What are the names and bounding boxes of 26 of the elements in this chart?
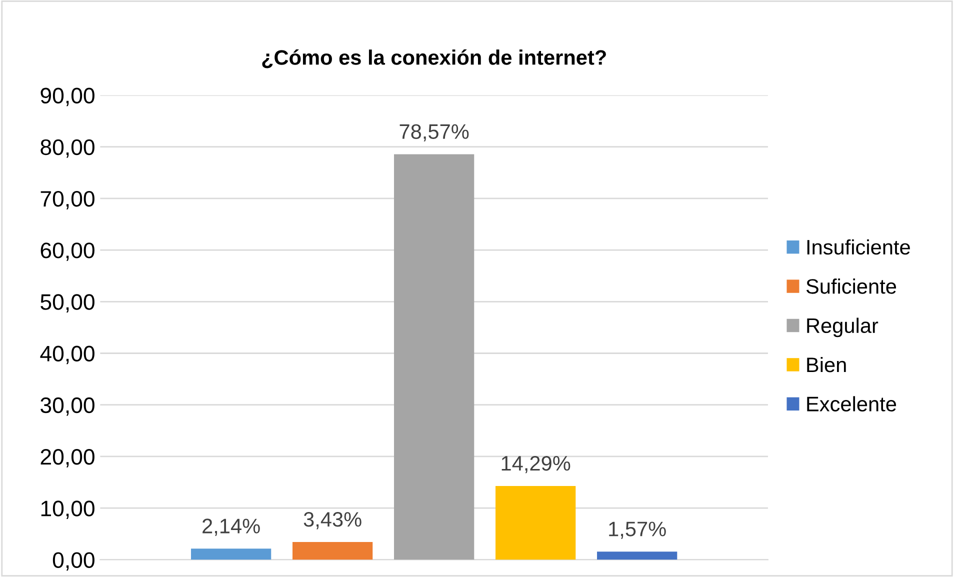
y-tick-label: 20,00 (40, 449, 94, 468)
data-label: 78,57% (400, 124, 469, 142)
data-label: 3,43% (304, 512, 362, 530)
legend-label: Suficiente (806, 278, 896, 294)
data-label: 2,14% (202, 518, 260, 536)
legend-label: Bien (807, 356, 846, 372)
bar (190, 548, 272, 560)
y-tick-label: 10,00 (41, 500, 94, 519)
data-label: 14,29% (502, 456, 570, 474)
y-tick-label: 80,00 (40, 139, 94, 158)
bar (394, 154, 474, 560)
y-tick-label: 0,00 (52, 552, 94, 571)
legend-label: Insuficiente (807, 239, 910, 255)
y-tick-label: 30,00 (40, 397, 94, 416)
data-label: 1,57% (609, 522, 666, 539)
y-tick-label: 60,00 (40, 242, 94, 261)
y-tick-label: 50,00 (40, 294, 94, 313)
bar (597, 552, 678, 560)
y-tick-label: 40,00 (40, 346, 94, 364)
bar (496, 486, 576, 560)
bar (292, 542, 373, 560)
legend-label: Regular (807, 318, 878, 338)
y-tick-label: 70,00 (40, 190, 94, 210)
chart-title: ¿Cómo es la conexión de internet? (262, 49, 606, 68)
legend-label: Excelente (807, 396, 896, 412)
y-tick-label: 90,00 (40, 88, 94, 106)
